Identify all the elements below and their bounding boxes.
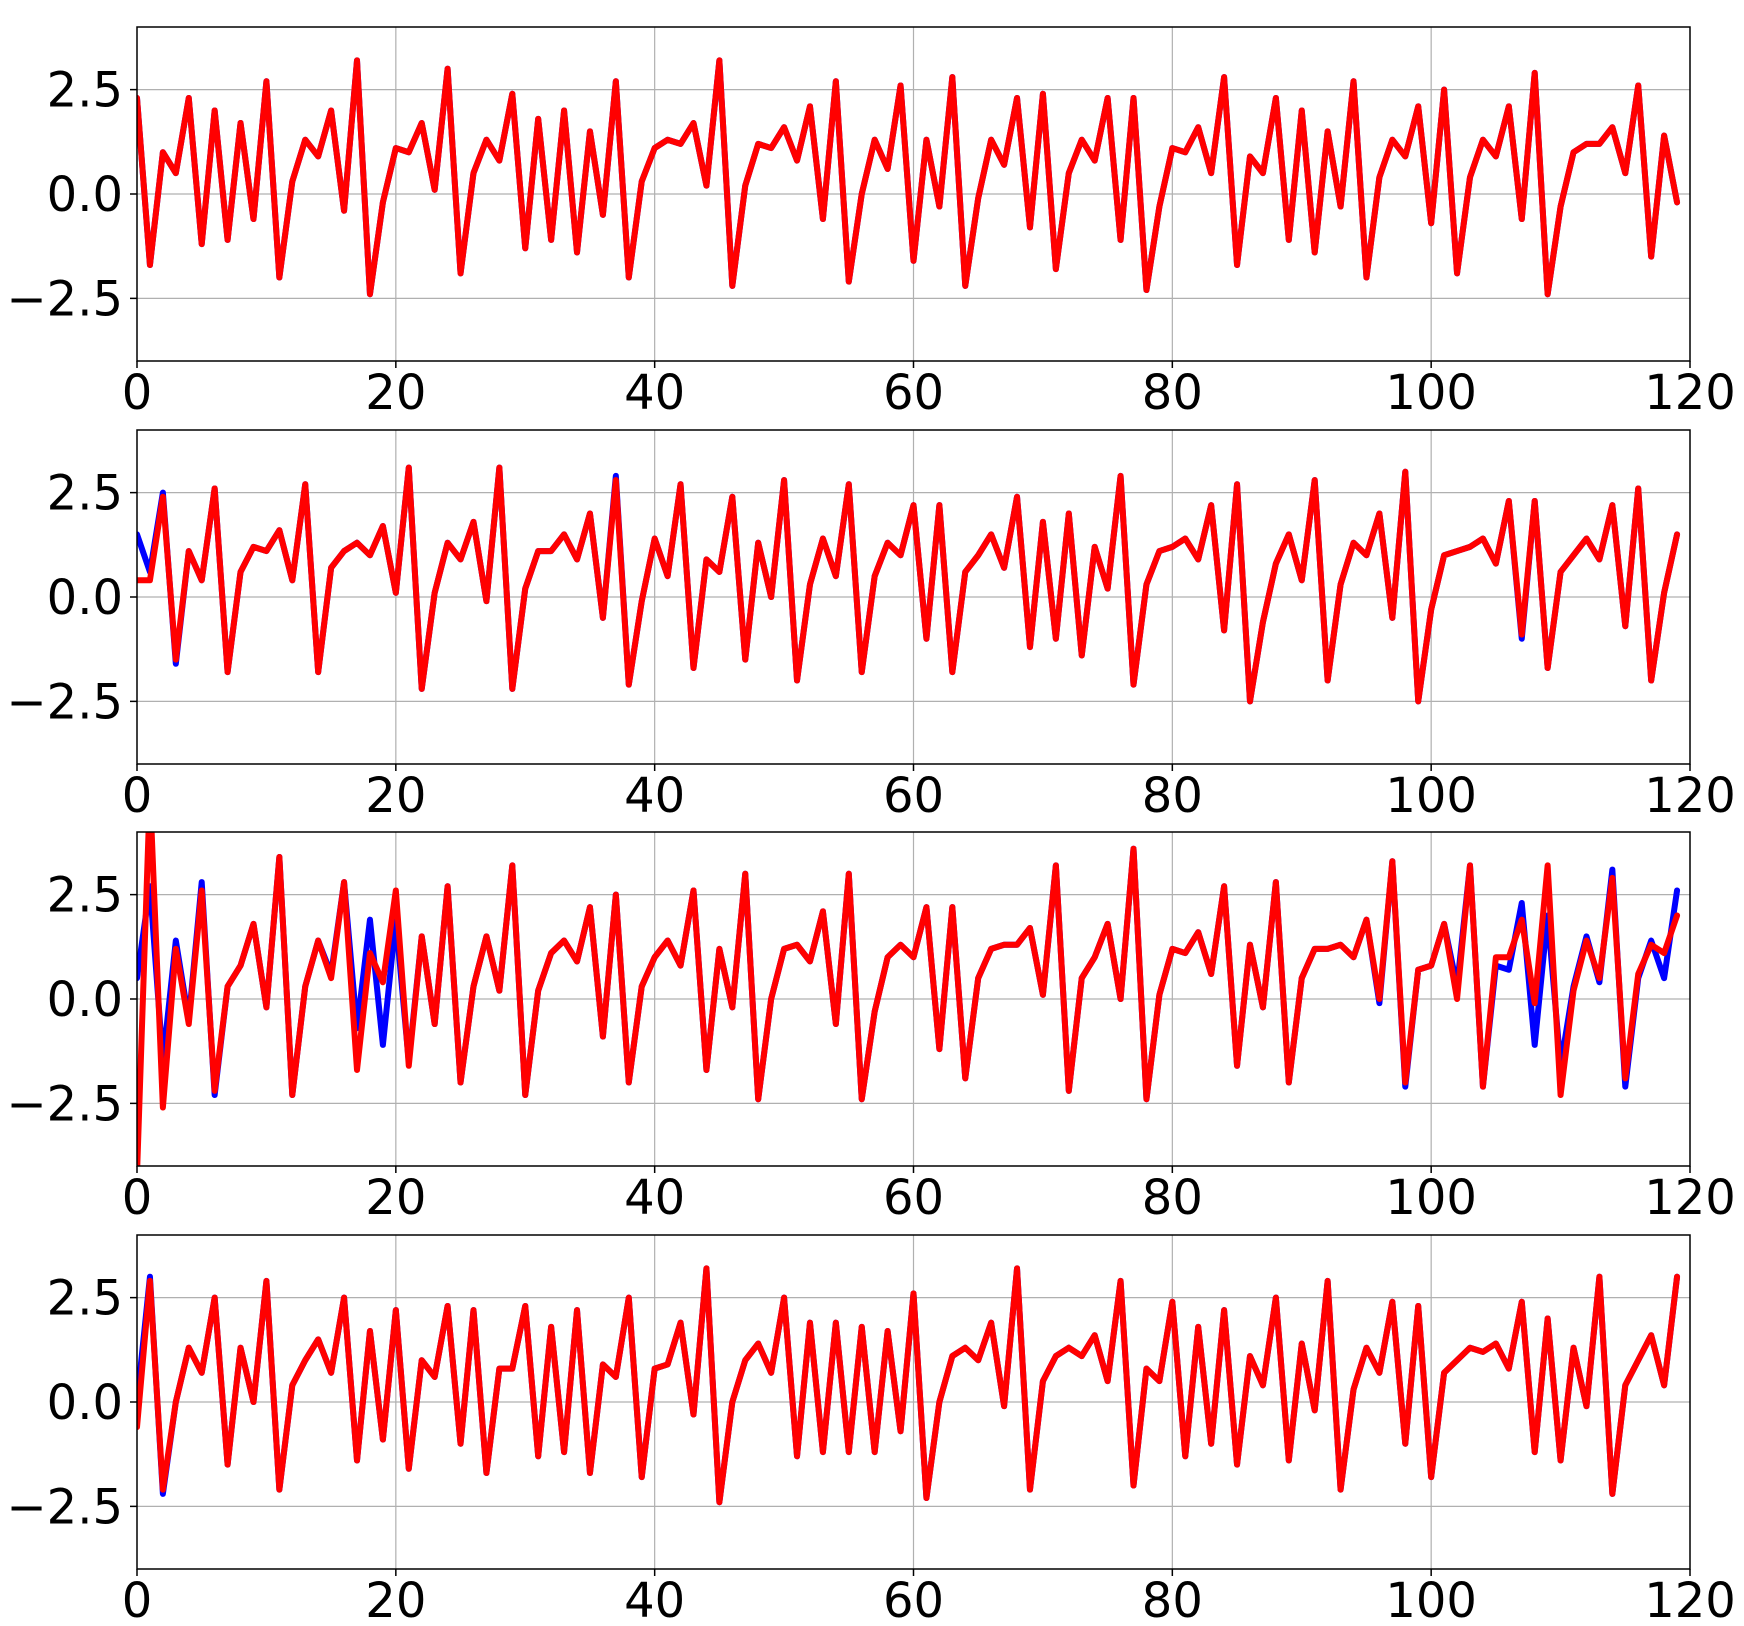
y-tick-label: −2.5 [6, 674, 123, 730]
x-tick-label: 20 [365, 1170, 426, 1226]
series-line-blue [137, 464, 1681, 705]
chart-panel-2: 0 20 40 60 80 100 120 2.5 0.0 −2.5 [6, 429, 1736, 824]
y-tick-label: 0.0 [47, 167, 123, 223]
y-tick-label: 2.5 [47, 868, 123, 924]
y-tick-label: 0.0 [47, 972, 123, 1028]
x-tick-label: 120 [1644, 1170, 1736, 1226]
chart-panel-1: 0 20 40 60 80 100 120 2.5 0.0 −2.5 [6, 26, 1736, 421]
x-tick-label: 0 [122, 1573, 153, 1626]
y-tick-label: −2.5 [6, 1076, 123, 1132]
series-line-red [137, 57, 1681, 298]
x-tick-label: 60 [883, 768, 944, 824]
y-tick-label: 0.0 [47, 1375, 123, 1431]
x-tick-label: 40 [624, 1573, 685, 1626]
x-tick-label: 80 [1142, 1170, 1203, 1226]
y-tick-label: 2.5 [47, 63, 123, 119]
x-tick-label: 100 [1385, 1170, 1477, 1226]
y-tick-label: 0.0 [47, 570, 123, 626]
x-tick-label: 100 [1385, 365, 1477, 421]
x-tick-label: 20 [365, 768, 426, 824]
series-line-red [137, 1265, 1681, 1506]
y-tick-label: 2.5 [47, 1271, 123, 1327]
y-tick-label: −2.5 [6, 271, 123, 327]
x-tick-label: 100 [1385, 1573, 1477, 1626]
x-tick-label: 80 [1142, 768, 1203, 824]
x-tick-label: 20 [365, 365, 426, 421]
x-tick-label: 60 [883, 365, 944, 421]
series-line-red [137, 832, 1681, 1166]
y-tick-label: −2.5 [6, 1479, 123, 1535]
x-tick-label: 20 [365, 1573, 426, 1626]
x-tick-label: 80 [1142, 1573, 1203, 1626]
x-tick-label: 40 [624, 365, 685, 421]
y-tick-label: 2.5 [47, 466, 123, 522]
x-tick-label: 80 [1142, 365, 1203, 421]
chart-panel-4: 0 20 40 60 80 100 120 2.5 0.0 −2.5 [6, 1234, 1736, 1626]
x-tick-label: 0 [122, 365, 153, 421]
x-tick-label: 120 [1644, 1573, 1736, 1626]
chart-panel-3: 0 20 40 60 80 100 120 2.5 0.0 −2.5 [6, 831, 1736, 1226]
x-tick-label: 40 [624, 1170, 685, 1226]
x-tick-label: 60 [883, 1573, 944, 1626]
x-tick-label: 100 [1385, 768, 1477, 824]
series-line-red [137, 464, 1681, 705]
x-tick-label: 0 [122, 1170, 153, 1226]
x-tick-label: 40 [624, 768, 685, 824]
x-tick-label: 60 [883, 1170, 944, 1226]
x-tick-label: 120 [1644, 768, 1736, 824]
x-tick-label: 120 [1644, 365, 1736, 421]
x-tick-label: 0 [122, 768, 153, 824]
